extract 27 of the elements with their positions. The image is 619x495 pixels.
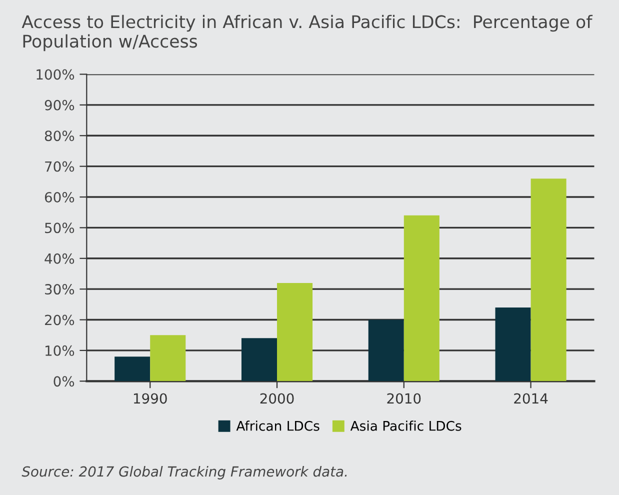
chart-title: Access to Electricity in African v. Asia Pacific LDCs: Percentage of Population w/Access	[22, 14, 593, 52]
x-tick-label: 2010	[387, 393, 421, 404]
bar	[277, 282, 313, 382]
y-tick-label: 90%	[44, 100, 74, 110]
bar	[530, 178, 566, 382]
y-tick-label: 100%	[36, 69, 74, 80]
y-tick-label: 30%	[45, 284, 74, 295]
y-tick-label: 40%	[44, 253, 74, 264]
legend-label: Asia Pacific LDCs	[350, 420, 462, 431]
bar	[495, 307, 531, 382]
bar	[404, 215, 440, 382]
y-tick-label: 80%	[44, 130, 74, 142]
bar	[114, 356, 150, 382]
y-tick-label: 70%	[45, 161, 74, 172]
x-tick-label: 1990	[134, 393, 167, 404]
x-tick-label: 2014	[514, 393, 548, 404]
y-tick-label: 10%	[46, 345, 74, 356]
x-tick-label: 2000	[260, 393, 294, 404]
bar	[150, 335, 186, 382]
y-tick-label: 0%	[54, 376, 74, 387]
y-tick-label: 60%	[44, 192, 74, 202]
legend-label: African LDCs	[236, 420, 320, 431]
y-tick-label: 50%	[45, 222, 74, 234]
bar	[368, 320, 404, 382]
bar	[241, 338, 278, 382]
y-tick-label: 20%	[45, 314, 74, 326]
source-note: Source: 2017 Global Tracking Framework data.	[22, 466, 347, 480]
